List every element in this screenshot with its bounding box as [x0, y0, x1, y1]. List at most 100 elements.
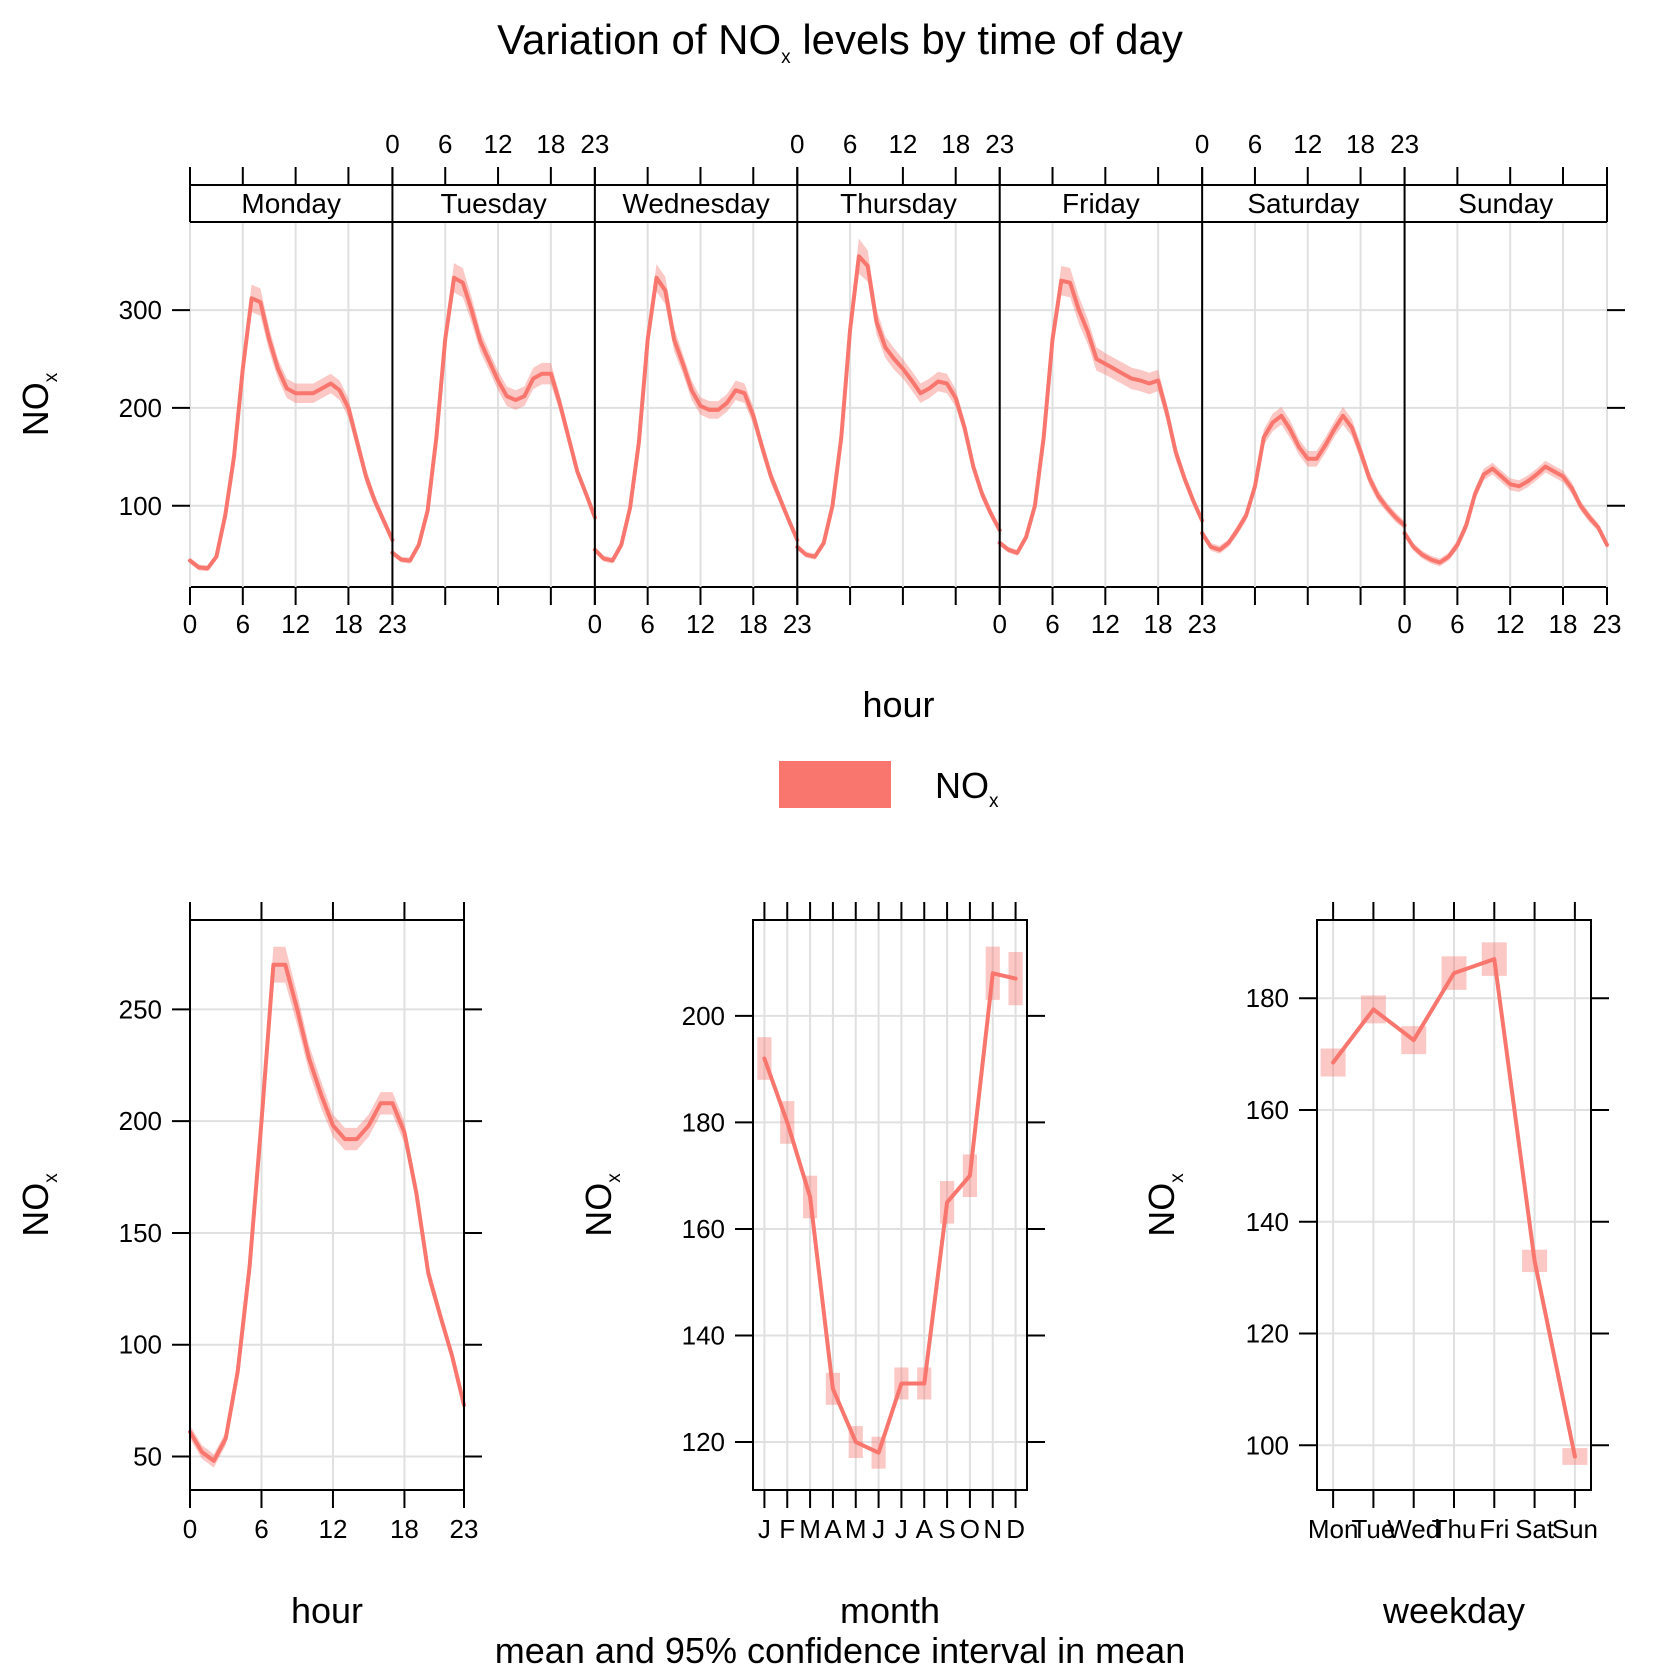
x-tick-label: Mon [1308, 1514, 1359, 1544]
series-line [1200, 413, 1407, 552]
y-tick-label: 180 [1246, 983, 1289, 1013]
y-tick-label: 100 [119, 491, 162, 521]
x-tick-label: 0 [1195, 129, 1209, 159]
series-line [997, 278, 1205, 555]
x-tick-label: A [916, 1514, 934, 1544]
x-tick-label: 18 [941, 129, 970, 159]
x-tick-label: Tue [1351, 1514, 1395, 1544]
panel-saturday: Saturday 0 6 12 18 23 [1195, 129, 1419, 605]
strip-label: Tuesday [440, 188, 546, 219]
legend-label: NOx [935, 765, 999, 812]
panel-monday: Monday 0 6 12 18 23 [183, 167, 407, 639]
x-tick-label: Sun [1552, 1514, 1598, 1544]
x-tick-label: 18 [1346, 129, 1375, 159]
y-axis-label: NOx [578, 1173, 625, 1237]
panel-tuesday: Tuesday 0 6 12 18 23 [385, 129, 609, 605]
x-tick-label: 12 [281, 609, 310, 639]
x-tick-label: 0 [1397, 609, 1411, 639]
x-tick-label: 12 [484, 129, 513, 159]
x-tick-label: 6 [1248, 129, 1262, 159]
panel-frame [189, 184, 1608, 588]
chart-title: Variation of NOx levels by time of day [497, 16, 1183, 68]
ci-band [392, 263, 595, 564]
x-tick-label: 0 [588, 609, 602, 639]
strip-label: Sunday [1458, 188, 1553, 219]
x-tick-label: 0 [183, 609, 197, 639]
x-tick-label: 12 [888, 129, 917, 159]
y-tick-label: 180 [682, 1107, 725, 1137]
ci-band [190, 284, 393, 572]
series-line [795, 254, 1002, 559]
x-tick-label: J [895, 1514, 908, 1544]
hour-panel: 0 6 12 18 23 50 100 150 200 250 NOx hour [15, 902, 482, 1631]
y-axis-label: NOx [15, 1173, 62, 1237]
x-tick-label: 23 [1188, 609, 1217, 639]
x-tick-label: 12 [1496, 609, 1525, 639]
series-line [592, 275, 800, 563]
strip-label: Thursday [840, 188, 957, 219]
x-tick-label: 23 [1390, 129, 1419, 159]
ci-band [594, 264, 798, 564]
ci-band [797, 238, 1000, 560]
y-axis-label: NOx [1141, 1173, 1188, 1237]
x-tick-label: Wed [1387, 1514, 1440, 1544]
x-tick-label: S [938, 1514, 955, 1544]
strip-label: Wednesday [622, 188, 769, 219]
y-tick-label: 250 [119, 994, 162, 1024]
x-tick-label: 18 [739, 609, 768, 639]
legend-swatch [779, 761, 891, 808]
series-line [188, 296, 395, 571]
x-tick-label: J [872, 1514, 885, 1544]
y-tick-label: 160 [1246, 1095, 1289, 1125]
x-tick-label: 18 [1549, 609, 1578, 639]
x-tick-label: 6 [254, 1514, 268, 1544]
x-axis-label: hour [862, 684, 934, 725]
x-tick-label: 23 [783, 609, 812, 639]
x-tick-label: 18 [536, 129, 565, 159]
y-tick-label: 160 [682, 1214, 725, 1244]
x-tick-label: 0 [385, 129, 399, 159]
x-tick-label: D [1006, 1514, 1025, 1544]
y-tick-label: 200 [119, 393, 162, 423]
x-tick-label: 6 [843, 129, 857, 159]
x-axis-label: weekday [1382, 1590, 1525, 1631]
series-line [1331, 957, 1577, 1459]
y-axis-label: NOx [15, 372, 62, 436]
x-tick-label: 18 [390, 1514, 419, 1544]
x-tick-label: A [824, 1514, 842, 1544]
x-tick-label: 6 [236, 609, 250, 639]
x-tick-label: 23 [1593, 609, 1622, 639]
y-tick-label: 150 [119, 1218, 162, 1248]
x-axis-label: month [840, 1590, 940, 1631]
strip-label: Saturday [1247, 188, 1359, 219]
x-tick-label: 6 [1045, 609, 1059, 639]
x-tick-label: N [983, 1514, 1002, 1544]
panel-frame [752, 919, 1028, 1491]
ci-band [1404, 460, 1607, 567]
y-tick-label: 200 [119, 1106, 162, 1136]
legend: NOx [779, 761, 999, 812]
x-tick-label: J [758, 1514, 771, 1544]
panel-wednesday: Wednesday 0 6 12 18 23 [588, 167, 812, 639]
x-tick-label: 18 [334, 609, 363, 639]
y-tick-label: 300 [119, 295, 162, 325]
ci-band [1202, 406, 1405, 554]
x-tick-label: O [960, 1514, 980, 1544]
series-line [1402, 464, 1609, 565]
x-tick-label: Sat [1515, 1514, 1555, 1544]
x-tick-label: M [845, 1514, 867, 1544]
x-tick-label: 6 [640, 609, 654, 639]
ci-band [190, 946, 464, 1468]
series-line [188, 962, 466, 1463]
x-tick-label: 0 [183, 1514, 197, 1544]
y-tick-label: 50 [133, 1441, 162, 1471]
x-tick-label: Fri [1479, 1514, 1509, 1544]
y-tick-label: 100 [1246, 1430, 1289, 1460]
panel-frame [189, 919, 465, 1491]
y-tick-label: 100 [119, 1330, 162, 1360]
footer-caption: mean and 95% confidence interval in mean [495, 1630, 1185, 1671]
x-tick-label: M [799, 1514, 821, 1544]
